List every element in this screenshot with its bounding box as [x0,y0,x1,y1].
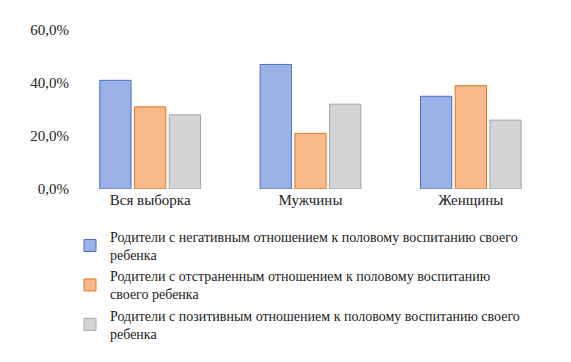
svg-text:40,0%: 40,0% [30,75,69,91]
svg-text:Вся выборка: Вся выборка [110,192,191,208]
svg-text:0,0%: 0,0% [38,181,69,197]
svg-text:20,0%: 20,0% [30,128,69,144]
svg-text:Родители с позитивным отношени: Родители с позитивным отношением к полов… [110,309,520,342]
svg-text:Родители с негативным отношени: Родители с негативным отношением к полов… [110,230,518,263]
svg-text:60,0%: 60,0% [30,22,69,38]
svg-text:Женщины: Женщины [438,192,503,208]
svg-text:Родители с отстраненным отноше: Родители с отстраненным отношением к пол… [110,269,490,302]
svg-text:Мужчины: Мужчины [279,192,343,208]
